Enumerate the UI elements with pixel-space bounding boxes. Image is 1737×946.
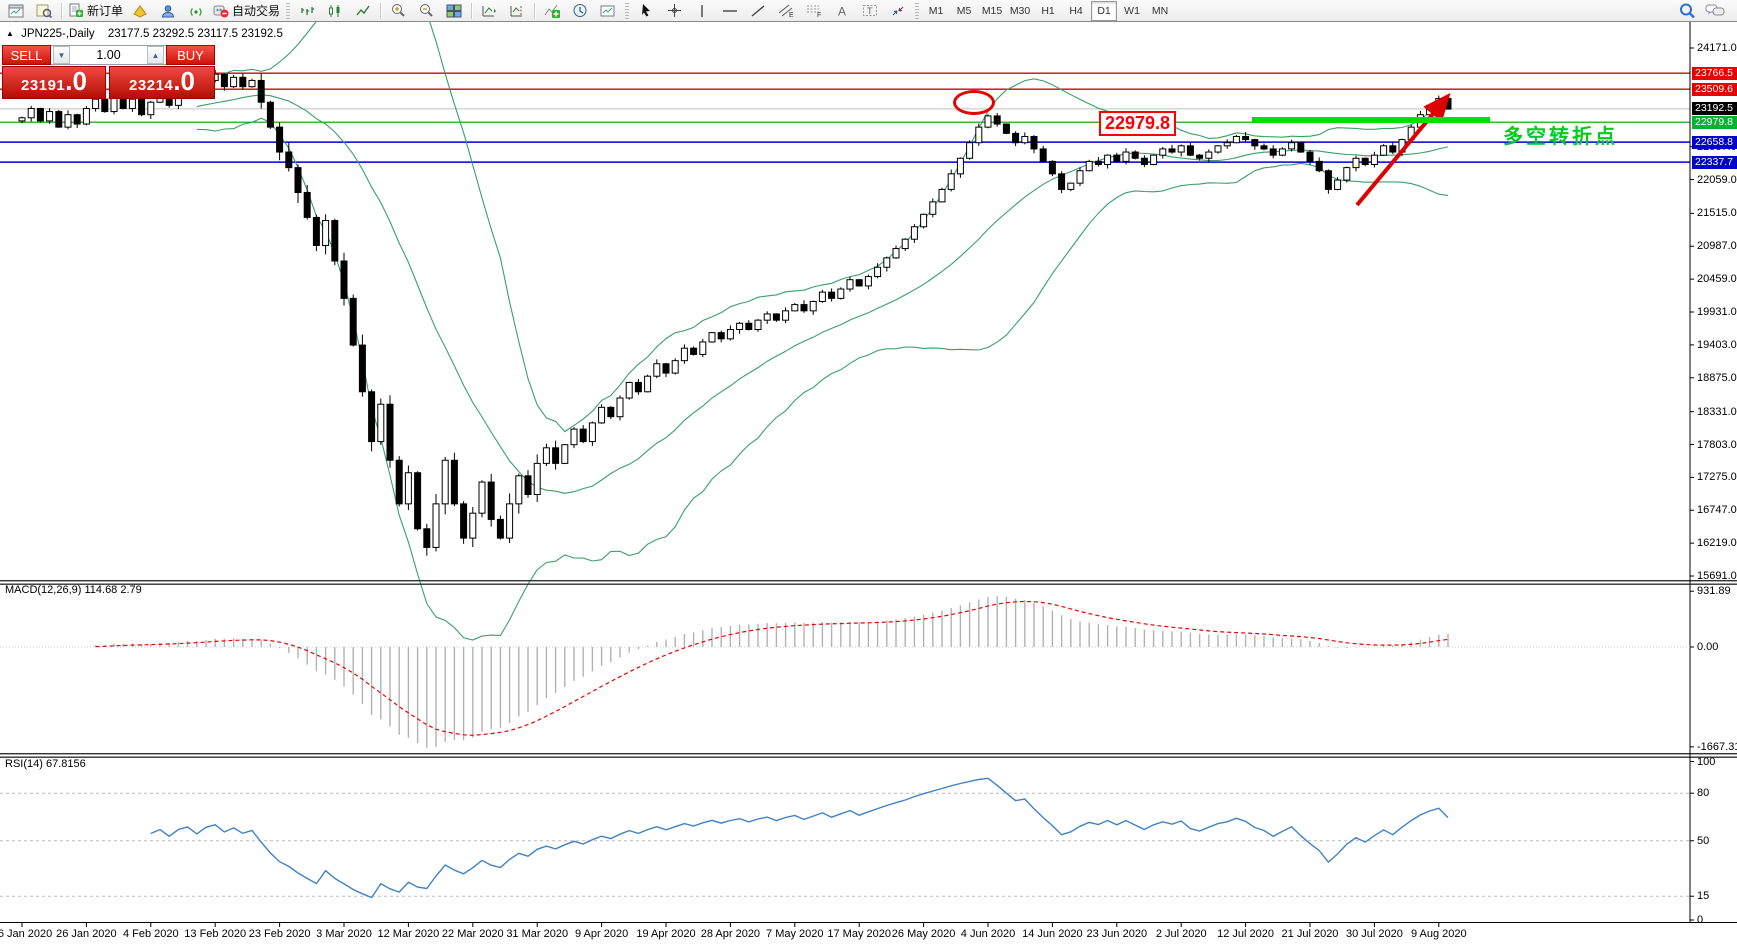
auto-scroll-icon[interactable] (475, 0, 503, 22)
new-chart-icon[interactable] (2, 0, 30, 22)
search-icon[interactable] (1673, 0, 1701, 22)
toolbar-separator (380, 2, 382, 19)
periods-icon[interactable] (566, 0, 594, 22)
candlestick-chart-icon[interactable] (321, 0, 349, 22)
bar-chart-icon[interactable] (293, 0, 321, 22)
date-axis-label: 9 Aug 2020 (1411, 928, 1467, 940)
trendline-icon[interactable] (744, 0, 772, 22)
zoom-out-icon[interactable] (412, 0, 440, 22)
sell-price[interactable]: 23191.0 (2, 66, 106, 99)
metaeditor-icon[interactable] (126, 0, 154, 22)
date-axis-label: 4 Feb 2020 (123, 928, 179, 940)
toolbar-grip (915, 2, 920, 19)
date-axis-label: 12 Jul 2020 (1217, 928, 1274, 940)
volume-spinner: ▼ 1.00 ▲ (51, 45, 166, 65)
date-axis-label: 28 Apr 2020 (701, 928, 760, 940)
line-chart-icon[interactable] (349, 0, 377, 22)
date-axis-label: 26 May 2020 (892, 928, 956, 940)
volume-decrease-button[interactable]: ▼ (53, 46, 70, 64)
toolbar-grip (625, 2, 630, 19)
auto-trading-label: 自动交易 (232, 4, 281, 18)
date-axis-label: 9 Apr 2020 (575, 928, 628, 940)
date-axis-label: 13 Feb 2020 (184, 928, 246, 940)
date-axis-label: 23 Feb 2020 (249, 928, 311, 940)
date-axis-label: 22 Mar 2020 (442, 928, 504, 940)
date-axis-label: 12 Mar 2020 (378, 928, 440, 940)
timeframe-button-m15[interactable]: M15 (981, 4, 1003, 17)
horizontal-line-icon[interactable] (716, 0, 744, 22)
timeframe-button-h1[interactable]: H1 (1041, 4, 1055, 17)
chart-profiles-icon[interactable] (30, 0, 58, 22)
date-axis-label: 7 May 2020 (766, 928, 823, 940)
market-watch-icon[interactable] (154, 0, 182, 22)
templates-icon[interactable] (594, 0, 622, 22)
toolbar-grip (286, 2, 291, 19)
new-order-button[interactable]: 新订单 (65, 0, 126, 22)
buy-button[interactable]: BUY (166, 45, 215, 65)
date-axis-label: 21 Jul 2020 (1282, 928, 1339, 940)
cursor-icon[interactable] (632, 0, 660, 22)
date-axis-label: 4 Jun 2020 (961, 928, 1015, 940)
timeframe-button-h4[interactable]: H4 (1069, 4, 1083, 17)
date-axis-label: 26 Jan 2020 (56, 928, 117, 940)
date-axis-label: 30 Jul 2020 (1346, 928, 1403, 940)
date-axis-label: 14 Jun 2020 (1022, 928, 1083, 940)
arrows-icon[interactable] (884, 0, 912, 22)
tile-windows-icon[interactable] (440, 0, 468, 22)
date-axis-label: 31 Mar 2020 (506, 928, 568, 940)
date-axis-label: 19 Apr 2020 (636, 928, 695, 940)
date-axis-label: 16 Jan 2020 (0, 928, 52, 940)
toolbar: 新订单 自动交易 E F A T M1 M5 M15 M30 H1 H4 D1 W1 MN (0, 0, 1737, 22)
timeframe-button-w1[interactable]: W1 (1124, 4, 1140, 17)
toolbar-separator (534, 2, 536, 19)
crosshair-icon[interactable] (660, 0, 688, 22)
fibonacci-icon[interactable]: F (800, 0, 828, 22)
text-label-icon[interactable]: T (856, 0, 884, 22)
svg-text:T: T (867, 6, 873, 16)
chart-area: 16 Jan 2020 26 Jan 2020 4 Feb 2020 13 Feb 2… (0, 22, 1737, 946)
chat-icon[interactable] (1701, 0, 1729, 22)
volume-input[interactable]: 1.00 (96, 48, 121, 62)
svg-text:E: E (789, 12, 794, 18)
date-axis-label: 2 Jul 2020 (1156, 928, 1207, 940)
volume-increase-button[interactable]: ▲ (147, 46, 164, 64)
zoom-in-icon[interactable] (384, 0, 412, 22)
one-click-trading-panel: SELL ▼ 1.00 ▲ BUY 23191.0 23214.0 (2, 45, 215, 99)
timeframe-button-m1[interactable]: M1 (928, 4, 944, 17)
timeframe-button-d1[interactable]: D1 (1091, 0, 1118, 21)
timeframe-button-mn[interactable]: MN (1151, 4, 1169, 17)
signals-icon[interactable] (182, 0, 210, 22)
date-axis-label: 23 Jun 2020 (1087, 928, 1148, 940)
auto-trading-button[interactable]: 自动交易 (210, 0, 283, 22)
text-icon[interactable]: A (828, 0, 856, 22)
svg-text:F: F (817, 12, 821, 18)
new-order-label: 新订单 (87, 4, 124, 18)
date-axis-label: 3 Mar 2020 (316, 928, 372, 940)
chart-canvas[interactable]: 16 Jan 2020 26 Jan 2020 4 Feb 2020 13 Feb 2… (0, 22, 1737, 946)
svg-text:A: A (838, 4, 846, 18)
indicators-icon[interactable] (538, 0, 566, 22)
buy-price[interactable]: 23214.0 (109, 66, 215, 99)
vertical-line-icon[interactable] (688, 0, 716, 22)
date-axis-label: 17 May 2020 (827, 928, 891, 940)
toolbar-separator (471, 2, 473, 19)
equidistant-channel-icon[interactable]: E (772, 0, 800, 22)
sell-button[interactable]: SELL (2, 45, 51, 65)
chart-shift-icon[interactable] (503, 0, 531, 22)
toolbar-separator (61, 2, 62, 19)
timeframe-button-m5[interactable]: M5 (956, 4, 972, 17)
timeframe-button-m30[interactable]: M30 (1009, 4, 1031, 17)
